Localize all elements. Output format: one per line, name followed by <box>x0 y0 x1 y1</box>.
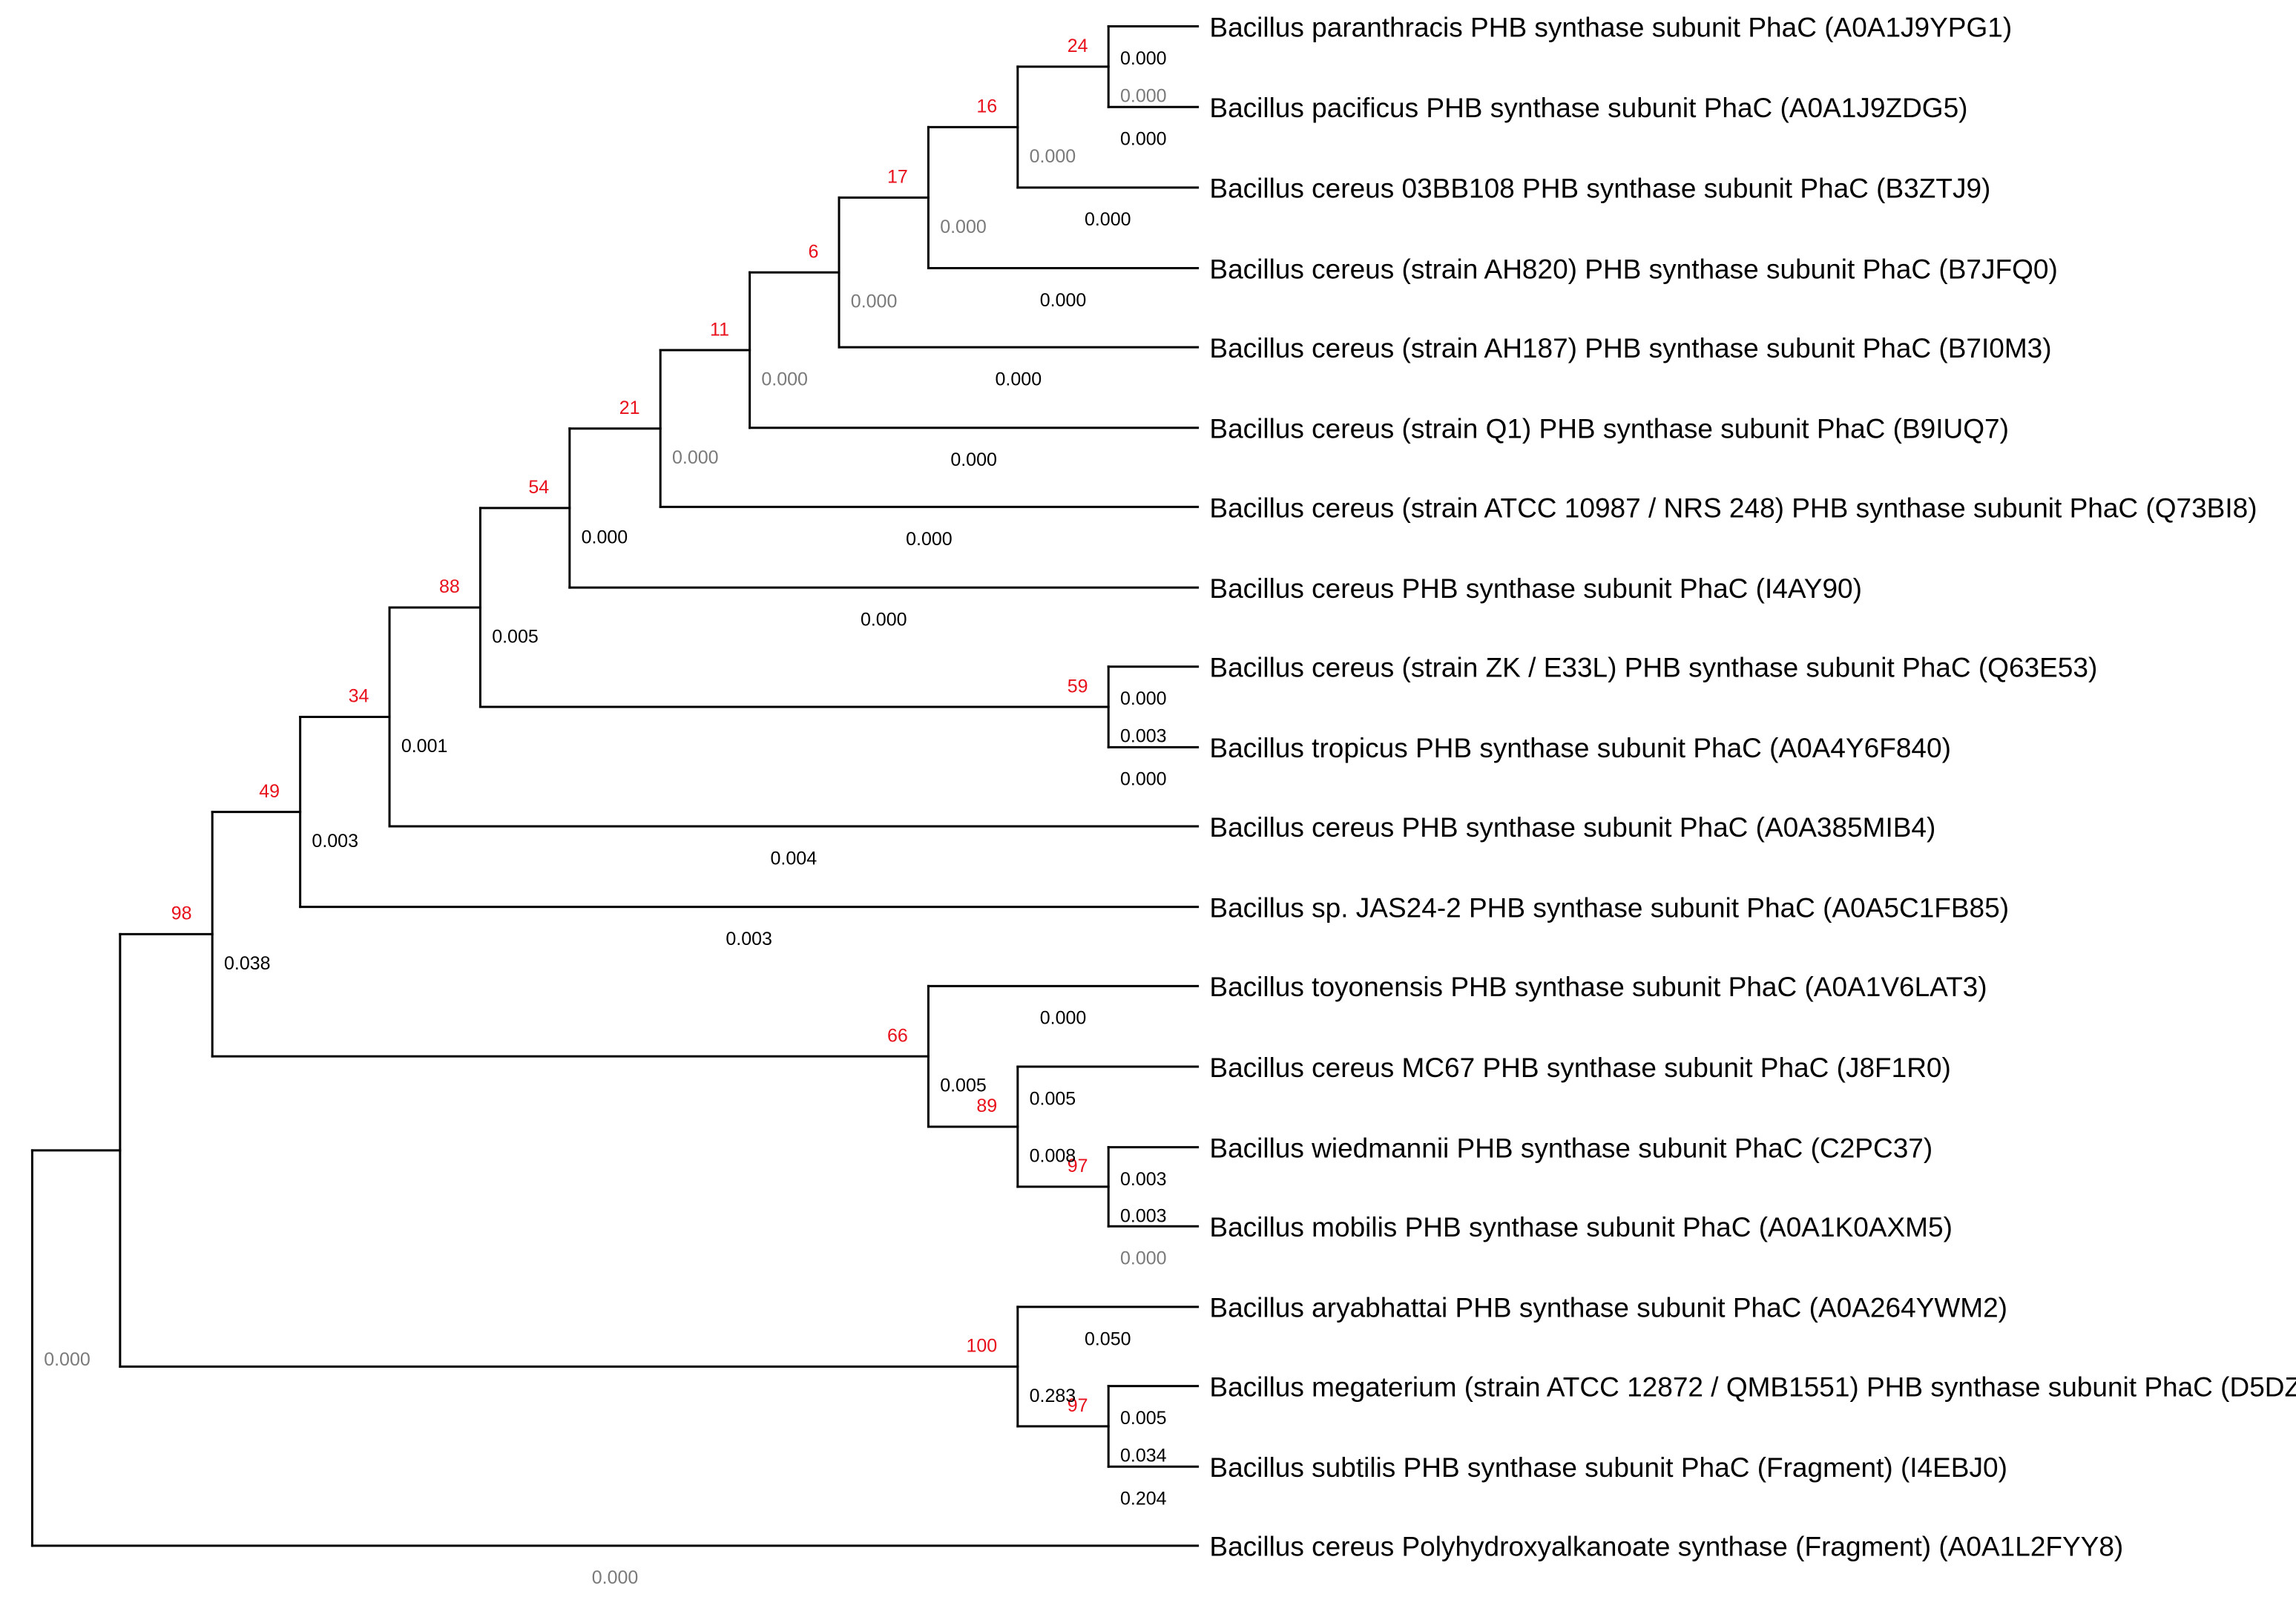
taxon-label: Bacillus paranthracis PHB synthase subun… <box>1209 12 2012 42</box>
taxon-label: Bacillus cereus MC67 PHB synthase subuni… <box>1209 1053 1950 1083</box>
branch-length-label: 0.003 <box>1120 1169 1167 1190</box>
taxon-label: Bacillus aryabhattai PHB synthase subuni… <box>1209 1293 2007 1323</box>
bootstrap-label: 16 <box>976 96 997 117</box>
branch-length-label: 0.000 <box>672 447 719 468</box>
branch-length-label: 0.000 <box>906 529 953 550</box>
branch-length-label: 0.000 <box>851 292 898 312</box>
taxon-label: Bacillus tropicus PHB synthase subunit P… <box>1209 733 1951 763</box>
bootstrap-label: 66 <box>887 1025 908 1046</box>
taxon-label: Bacillus pacificus PHB synthase subunit … <box>1209 93 1967 123</box>
branch-length-label: 0.000 <box>1040 290 1087 311</box>
taxon-label: Bacillus toyonensis PHB synthase subunit… <box>1209 972 1987 1002</box>
branch-length-label: 0.000 <box>1085 209 1131 230</box>
bootstrap-label: 98 <box>171 903 192 924</box>
branch-length-label: 0.000 <box>44 1349 91 1370</box>
taxon-label: Bacillus cereus (strain AH820) PHB synth… <box>1209 254 2057 284</box>
branch-length-label: 0.000 <box>1040 1008 1087 1029</box>
branch-length-label: 0.000 <box>1120 769 1167 790</box>
bootstrap-label: 59 <box>1068 676 1088 697</box>
branch-length-label: 0.050 <box>1085 1328 1131 1349</box>
bootstrap-label: 54 <box>528 477 549 498</box>
bootstrap-label: 100 <box>966 1336 997 1357</box>
branch-length-label: 0.005 <box>1030 1088 1076 1109</box>
branch-length-label: 0.005 <box>940 1076 987 1096</box>
taxon-label: Bacillus cereus (strain AH187) PHB synth… <box>1209 333 2051 363</box>
bootstrap-label: 34 <box>349 686 369 707</box>
branch-length-label: 0.000 <box>950 450 997 470</box>
bootstrap-label: 11 <box>710 319 729 340</box>
taxon-labels: Bacillus paranthracis PHB synthase subun… <box>1209 12 2296 1561</box>
branch-length-label: 0.000 <box>1120 85 1167 106</box>
branch-length-label: 0.000 <box>1120 1248 1167 1269</box>
branch-length-label: 0.000 <box>582 527 628 547</box>
branch-length-label: 0.001 <box>401 736 448 757</box>
bootstrap-label: 97 <box>1068 1156 1088 1176</box>
branch-length-label: 0.000 <box>861 609 907 630</box>
branch-length-label: 0.000 <box>1120 129 1167 150</box>
branch-length-label: 0.000 <box>940 217 987 237</box>
branch-length-label: 0.283 <box>1030 1386 1076 1406</box>
taxon-label: Bacillus cereus Polyhydroxyalkanoate syn… <box>1209 1532 2123 1562</box>
bootstrap-values: 24 16 17 6 11 21 54 59 88 34 49 97 89 66… <box>171 36 1088 1416</box>
bootstrap-label: 97 <box>1068 1395 1088 1416</box>
branch-length-label: 0.005 <box>1120 1408 1167 1429</box>
taxon-label: Bacillus cereus 03BB108 PHB synthase sub… <box>1209 174 1990 204</box>
taxon-label: Bacillus wiedmannii PHB synthase subunit… <box>1209 1133 1932 1163</box>
branch-length-label: 0.005 <box>492 626 539 647</box>
branch-length-label: 0.034 <box>1120 1445 1167 1466</box>
taxon-label: Bacillus subtilis PHB synthase subunit P… <box>1209 1452 2007 1483</box>
taxon-label: Bacillus cereus (strain ATCC 10987 / NRS… <box>1209 493 2257 523</box>
branch-length-label: 0.000 <box>1030 146 1076 167</box>
branch-length-label: 0.038 <box>224 953 271 974</box>
taxon-label: Bacillus cereus (strain Q1) PHB synthase… <box>1209 414 2009 444</box>
branch-length-label: 0.003 <box>1120 725 1167 746</box>
leaf-branch-lengths: 0.000 0.000 0.000 0.000 0.000 0.000 0.00… <box>592 48 1167 1588</box>
branch-length-label: 0.003 <box>1120 1205 1167 1226</box>
tree-branches <box>30 25 1200 1547</box>
branch-length-label: 0.000 <box>996 369 1042 389</box>
bootstrap-label: 89 <box>976 1096 997 1116</box>
branch-length-label: 0.003 <box>312 831 358 852</box>
branch-length-label: 0.000 <box>1120 688 1167 709</box>
internal-branch-lengths: 0.000 0.000 0.000 0.000 0.000 0.000 0.00… <box>44 85 1166 1466</box>
taxon-label: Bacillus cereus PHB synthase subunit Pha… <box>1209 812 1935 843</box>
branch-length-label: 0.000 <box>1120 48 1167 69</box>
bootstrap-label: 24 <box>1068 36 1088 56</box>
branch-length-label: 0.008 <box>1030 1145 1076 1166</box>
branch-length-label: 0.000 <box>761 369 808 389</box>
bootstrap-label: 49 <box>259 781 280 802</box>
taxon-label: Bacillus megaterium (strain ATCC 12872 /… <box>1209 1372 2296 1402</box>
taxon-label: Bacillus cereus PHB synthase subunit Pha… <box>1209 573 1862 604</box>
branch-length-label: 0.004 <box>771 848 818 869</box>
taxon-label: Bacillus sp. JAS24-2 PHB synthase subuni… <box>1209 892 2009 923</box>
branch-length-label: 0.003 <box>726 929 772 949</box>
branch-length-label: 0.000 <box>592 1567 639 1588</box>
bootstrap-label: 88 <box>439 576 460 597</box>
bootstrap-label: 21 <box>619 398 640 418</box>
taxon-label: Bacillus cereus (strain ZK / E33L) PHB s… <box>1209 653 2097 683</box>
branch-length-label: 0.204 <box>1120 1489 1167 1509</box>
bootstrap-label: 17 <box>887 167 908 188</box>
taxon-label: Bacillus mobilis PHB synthase subunit Ph… <box>1209 1212 1953 1242</box>
bootstrap-label: 6 <box>808 242 818 263</box>
